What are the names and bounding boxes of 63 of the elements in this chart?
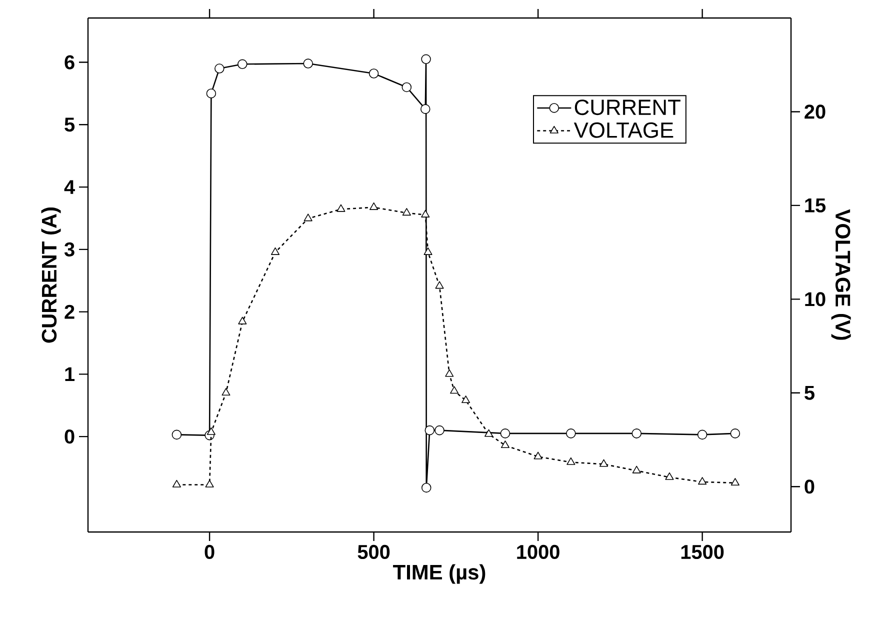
point (566, 457, 576, 465)
y2-axis-title: VOLTAGE (V) (831, 209, 851, 340)
point (402, 82, 412, 92)
y-tick-label: 6 (64, 55, 74, 70)
point (370, 202, 378, 210)
point (238, 59, 248, 70)
point (402, 208, 411, 216)
y2-tick-label: 15 (805, 198, 826, 212)
point (303, 58, 313, 68)
legend-label: VOLTAGE (574, 122, 674, 138)
point (599, 459, 608, 467)
point (435, 281, 444, 289)
point (336, 204, 346, 212)
point (484, 429, 494, 437)
y-tick-label: 0 (64, 430, 74, 444)
point (730, 428, 740, 438)
y-tick-label: 3 (64, 242, 74, 256)
y2-tick-label: 10 (805, 292, 826, 306)
point (304, 214, 312, 222)
point (270, 247, 280, 255)
point (450, 386, 459, 394)
point (698, 477, 707, 485)
y2-tick-label: 5 (804, 386, 814, 400)
point (665, 472, 674, 480)
point (566, 428, 576, 438)
legend-label: CURRENT (574, 100, 680, 116)
point (424, 425, 435, 436)
point (206, 427, 216, 435)
x-tick-label: 0 (204, 544, 214, 560)
y-tick-label: 1 (65, 367, 75, 382)
x-axis-title: TIME (µs) (393, 564, 486, 584)
point (500, 440, 510, 448)
point (172, 480, 181, 488)
x-tick-label: 1500 (681, 544, 724, 560)
point (420, 104, 430, 114)
point (534, 452, 542, 460)
point (500, 428, 510, 438)
y-tick-label: 2 (64, 304, 74, 319)
x-tick-label: 500 (358, 544, 390, 560)
y-axis-title: CURRENT (A) (41, 208, 61, 343)
point (421, 482, 432, 493)
y2-tick-label: 0 (804, 480, 814, 494)
point (462, 396, 470, 404)
point (632, 428, 642, 438)
point (222, 388, 230, 396)
point (238, 316, 247, 324)
point (632, 466, 641, 474)
point (368, 68, 379, 78)
y-tick-label: 5 (64, 118, 75, 132)
point (206, 88, 216, 98)
x-tick-label: 1000 (517, 544, 560, 560)
point (214, 64, 224, 74)
point (424, 247, 432, 255)
point (205, 480, 214, 488)
point (697, 430, 708, 440)
point (730, 478, 740, 486)
point (445, 369, 454, 377)
point (434, 425, 444, 436)
point (421, 210, 430, 218)
y2-tick-label: 20 (804, 104, 826, 119)
point (172, 430, 182, 440)
point (421, 54, 431, 64)
y-tick-label: 4 (64, 180, 75, 194)
